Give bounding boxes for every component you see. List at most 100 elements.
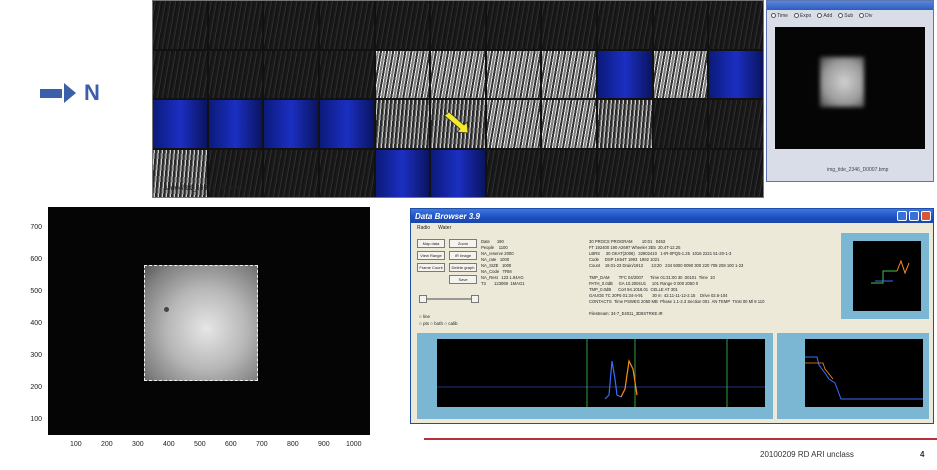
popup-radio-toolbar: Time Expo Add Sub Div bbox=[767, 10, 933, 21]
mosaic-tile bbox=[264, 149, 318, 197]
mosaic-tile bbox=[653, 100, 708, 148]
popup-image-view bbox=[775, 27, 925, 149]
close-icon[interactable] bbox=[921, 211, 931, 221]
x-tick: 400 bbox=[163, 441, 175, 448]
save-button[interactable]: Save bbox=[449, 275, 477, 284]
arrow-right-icon bbox=[40, 88, 62, 98]
mosaic-tile bbox=[653, 149, 708, 197]
radio-div[interactable]: Div bbox=[859, 12, 872, 19]
mosaic-tile bbox=[208, 100, 263, 148]
popup-bright-region bbox=[820, 57, 864, 107]
mosaic-tile bbox=[598, 1, 652, 49]
view-range-button[interactable]: View Range bbox=[417, 251, 445, 260]
mosaic-tile bbox=[653, 50, 708, 98]
mosaic-tile bbox=[542, 149, 597, 197]
mosaic-tile bbox=[153, 100, 207, 148]
dark-spot bbox=[164, 307, 169, 312]
info-column-right: 30 PROCS PROGRAM 10:01 0453 FT 192400 19… bbox=[589, 239, 765, 316]
frame-count-button[interactable]: Frame Count bbox=[417, 263, 445, 272]
mosaic-tile bbox=[375, 1, 430, 49]
mosaic-tile bbox=[319, 100, 374, 148]
popup-caption: img_tide_2346_D0007.bmp bbox=[827, 167, 889, 173]
ir-image-plot bbox=[48, 207, 370, 435]
minimize-icon[interactable] bbox=[897, 211, 907, 221]
bright-region bbox=[144, 265, 258, 381]
x-tick: 800 bbox=[287, 441, 299, 448]
page-number: 4 bbox=[920, 450, 925, 459]
footer-classification: 20100209 RD ARI unclass bbox=[760, 450, 854, 459]
browser-button-grid: Map data Zoom View Range IR Image Frame … bbox=[417, 239, 477, 284]
radio-time[interactable]: Time bbox=[771, 12, 788, 19]
trajectory-plot bbox=[853, 241, 921, 311]
mosaic-tile bbox=[264, 50, 318, 98]
mosaic-tile bbox=[208, 149, 263, 197]
secondary-trace bbox=[805, 356, 923, 400]
y-tick: 700 bbox=[30, 224, 42, 231]
mosaic-tile bbox=[319, 1, 374, 49]
slider-track[interactable] bbox=[427, 298, 471, 300]
mosaic-tile bbox=[208, 1, 263, 49]
mosaic-tile bbox=[319, 50, 374, 98]
mosaic-tile bbox=[709, 149, 763, 197]
mosaic-tile bbox=[431, 50, 485, 98]
slider-right-button[interactable] bbox=[471, 295, 479, 303]
yellow-arrow-icon bbox=[442, 112, 469, 134]
image-mosaic bbox=[152, 0, 764, 198]
mosaic-tile bbox=[431, 1, 485, 49]
browser-titlebar[interactable]: Data Browser 3.9 bbox=[411, 209, 933, 223]
mosaic-tile bbox=[709, 50, 763, 98]
map-data-button[interactable]: Map data bbox=[417, 239, 445, 248]
x-tick: 600 bbox=[225, 441, 237, 448]
mosaic-tile bbox=[375, 149, 430, 197]
mosaic-tile bbox=[208, 50, 263, 98]
mosaic-tile bbox=[431, 149, 485, 197]
slider-left-button[interactable] bbox=[419, 295, 427, 303]
maximize-icon[interactable] bbox=[909, 211, 919, 221]
y-tick: 600 bbox=[30, 256, 42, 263]
mosaic-tile bbox=[486, 100, 541, 148]
x-tick: 300 bbox=[132, 441, 144, 448]
mosaic-tile bbox=[653, 1, 708, 49]
y-tick: 300 bbox=[30, 352, 42, 359]
mosaic-tile bbox=[709, 1, 763, 49]
mosaic-tile bbox=[598, 50, 652, 98]
mosaic-tile bbox=[375, 100, 430, 148]
radio-sub[interactable]: Sub bbox=[838, 12, 853, 19]
x-tick: 1000 bbox=[346, 441, 362, 448]
y-tick: 200 bbox=[30, 384, 42, 391]
mosaic-tile bbox=[486, 1, 541, 49]
mosaic-tile bbox=[542, 1, 597, 49]
mosaic-tile bbox=[542, 50, 597, 98]
ir-image-button[interactable]: IR Image bbox=[449, 251, 477, 260]
x-tick: 100 bbox=[70, 441, 82, 448]
mosaic-tile bbox=[486, 50, 541, 98]
menu-item-water[interactable]: Water bbox=[438, 224, 452, 231]
zoom-button[interactable]: Zoom bbox=[449, 239, 477, 248]
radio-line[interactable]: ○ line bbox=[419, 314, 430, 319]
ir-image-figure: slide4/3d_69388_IR.bmp 700 600 500 400 3… bbox=[14, 185, 394, 470]
figure-title: slide4/3d_69388_IR.bmp bbox=[164, 185, 242, 192]
delete-graph-button[interactable]: Delete graph bbox=[449, 263, 477, 272]
direction-label: N bbox=[84, 80, 100, 105]
secondary-plot-panel bbox=[777, 333, 929, 419]
mosaic-tile bbox=[486, 149, 541, 197]
mosaic-tile bbox=[264, 100, 318, 148]
mosaic-tile bbox=[542, 100, 597, 148]
mosaic-tile bbox=[709, 100, 763, 148]
popup-titlebar[interactable] bbox=[767, 1, 933, 10]
radio-add[interactable]: Add bbox=[817, 12, 832, 19]
menu-item-radio[interactable]: Radio bbox=[417, 224, 431, 231]
x-tick: 900 bbox=[318, 441, 330, 448]
north-arrow: N bbox=[40, 80, 100, 106]
y-tick: 500 bbox=[30, 288, 42, 295]
frame-slider[interactable] bbox=[419, 295, 479, 303]
window-controls bbox=[897, 211, 931, 221]
mosaic-tile bbox=[153, 50, 207, 98]
trajectory-trace bbox=[871, 259, 910, 284]
radio-expo[interactable]: Expo bbox=[793, 12, 811, 19]
mosaic-tile bbox=[153, 1, 207, 49]
secondary-plot bbox=[805, 339, 923, 407]
radio-pts[interactable]: ○ pts ○ both ○ calib bbox=[419, 321, 458, 326]
mosaic-tile bbox=[375, 50, 430, 98]
y-tick: 400 bbox=[30, 320, 42, 327]
